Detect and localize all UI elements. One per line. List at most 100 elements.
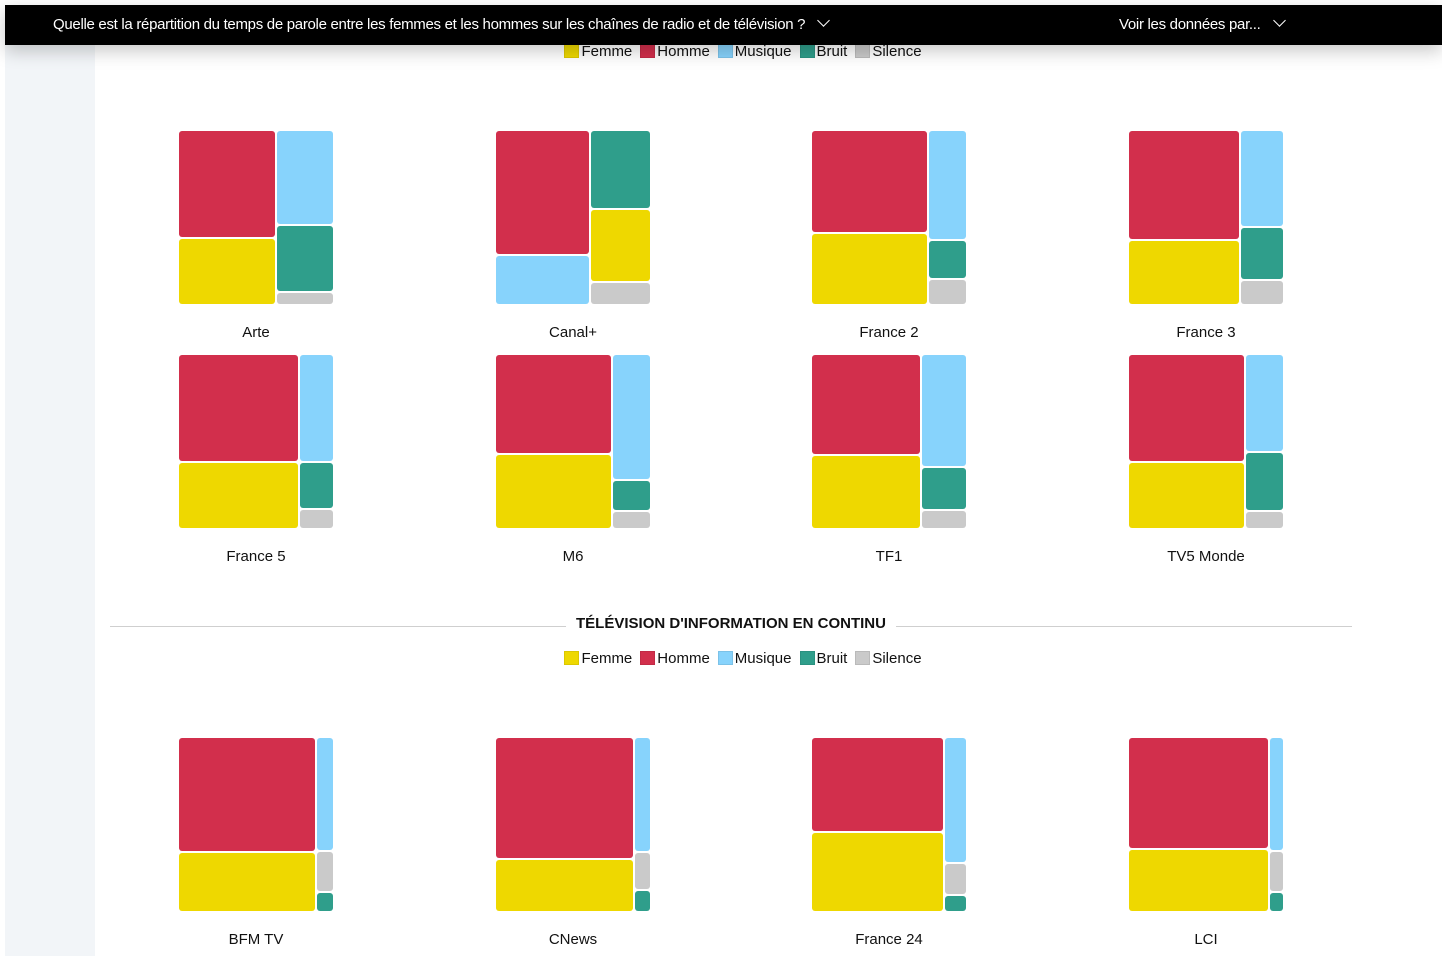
- treemap-cell-musique[interactable]: [612, 355, 650, 479]
- view-by-dropdown[interactable]: Voir les données par...: [1119, 14, 1286, 33]
- question-dropdown[interactable]: Quelle est la répartition du temps de pa…: [53, 14, 831, 33]
- treemap-cell-bruit[interactable]: [928, 240, 966, 278]
- section-header: TÉLÉVISION D'INFORMATION EN CONTINU: [110, 614, 1352, 636]
- treemap-cell-silence[interactable]: [612, 511, 650, 528]
- treemap-cell-silence[interactable]: [1270, 852, 1283, 891]
- treemap-cell-musique[interactable]: [277, 131, 333, 224]
- legend-item-musique[interactable]: Musique: [717, 43, 792, 60]
- treemap-cell-silence[interactable]: [634, 852, 650, 889]
- treemap-cell-femme[interactable]: [1129, 241, 1239, 304]
- treemap-cell-femme[interactable]: [812, 455, 921, 528]
- legend-label: Silence: [872, 43, 922, 60]
- treemap-cell-homme[interactable]: [1129, 355, 1244, 462]
- treemap-cell-femme[interactable]: [179, 239, 276, 304]
- legend-item-musique[interactable]: Musique: [717, 650, 792, 667]
- treemap-cell-silence[interactable]: [590, 283, 650, 304]
- treemap-m6: [496, 355, 650, 528]
- treemap-cell-musique[interactable]: [300, 355, 333, 461]
- legend-swatch: [564, 44, 580, 58]
- treemap-cell-bruit[interactable]: [300, 462, 333, 509]
- legend-item-bruit[interactable]: Bruit: [799, 650, 848, 667]
- treemap-cell-homme[interactable]: [812, 131, 927, 232]
- legend-top: Femme Homme Musique Bruit Silence: [0, 43, 1442, 60]
- legend-item-homme[interactable]: Homme: [640, 43, 710, 60]
- treemap-cell-homme[interactable]: [179, 355, 299, 461]
- chevron-down-icon: [1272, 14, 1286, 27]
- treemap-france-5: [179, 355, 333, 528]
- legend-item-bruit[interactable]: Bruit: [799, 43, 848, 60]
- channel-label: France 3: [1176, 324, 1236, 341]
- treemap-france-2: [812, 131, 966, 304]
- legend-swatch: [855, 44, 871, 58]
- treemap-cell-silence[interactable]: [300, 510, 333, 528]
- treemap-cell-bruit[interactable]: [944, 896, 966, 911]
- treemap-cell-musique[interactable]: [496, 255, 589, 304]
- treemap-cell-bruit[interactable]: [1270, 892, 1283, 911]
- treemap-cell-femme[interactable]: [496, 860, 633, 911]
- treemap-cell-silence[interactable]: [928, 279, 966, 304]
- legend-swatch: [640, 44, 656, 58]
- legend-label: Femme: [581, 43, 633, 60]
- treemap-cell-bruit[interactable]: [317, 893, 333, 911]
- channel-label: France 24: [855, 931, 923, 948]
- treemap-cell-homme[interactable]: [1129, 738, 1269, 849]
- treemap-cell-bruit[interactable]: [612, 480, 650, 510]
- treemap-cell-silence[interactable]: [277, 293, 333, 304]
- treemap-cell-homme[interactable]: [812, 355, 921, 454]
- channel-label: TF1: [875, 548, 903, 565]
- treemap-cell-silence[interactable]: [1240, 280, 1283, 304]
- treemap-cell-femme[interactable]: [179, 462, 299, 528]
- treemap-cell-musique[interactable]: [928, 131, 966, 239]
- treemap-cell-homme[interactable]: [812, 738, 943, 832]
- question-text: Quelle est la répartition du temps de pa…: [53, 16, 806, 33]
- treemap-cell-bruit[interactable]: [634, 890, 650, 911]
- legend-swatch: [717, 44, 733, 58]
- treemap-cell-femme[interactable]: [1129, 850, 1269, 911]
- legend-swatch: [564, 651, 580, 665]
- treemap-cell-bruit[interactable]: [1245, 452, 1283, 510]
- treemap-cell-femme[interactable]: [179, 853, 316, 911]
- treemap-arte: [179, 131, 333, 304]
- treemap-cell-homme[interactable]: [1129, 131, 1239, 240]
- channel-label: Arte: [242, 324, 270, 341]
- treemap-cell-homme[interactable]: [496, 738, 633, 858]
- treemap-cell-femme[interactable]: [812, 833, 943, 911]
- treemap-cell-femme[interactable]: [590, 210, 650, 282]
- treemap-cell-homme[interactable]: [179, 738, 316, 852]
- treemap-cell-musique[interactable]: [1245, 355, 1283, 451]
- legend-label: Femme: [581, 650, 633, 667]
- legend-label: Bruit: [816, 43, 848, 60]
- treemap-cell-silence[interactable]: [922, 511, 966, 528]
- channel-label: Canal+: [549, 324, 597, 341]
- treemap-cell-bruit[interactable]: [1240, 227, 1283, 279]
- view-by-text: Voir les données par...: [1119, 16, 1261, 33]
- treemap-cell-silence[interactable]: [1245, 511, 1283, 528]
- treemap-cell-silence[interactable]: [317, 852, 333, 892]
- channel-label: France 2: [859, 324, 919, 341]
- legend-item-silence[interactable]: Silence: [855, 650, 922, 667]
- legend-item-femme[interactable]: Femme: [564, 43, 632, 60]
- treemap-cell-femme[interactable]: [812, 233, 927, 304]
- treemap-cell-homme[interactable]: [179, 131, 276, 238]
- legend-item-femme[interactable]: Femme: [564, 650, 632, 667]
- treemap-cell-homme[interactable]: [496, 355, 611, 453]
- treemap-cell-musique[interactable]: [317, 738, 333, 851]
- treemap-cell-homme[interactable]: [496, 131, 589, 254]
- treemap-cell-silence[interactable]: [944, 863, 966, 895]
- legend-swatch: [799, 44, 815, 58]
- treemap-cell-musique[interactable]: [1240, 131, 1283, 226]
- treemap-cell-bruit[interactable]: [277, 225, 333, 292]
- treemap-cell-musique[interactable]: [944, 738, 966, 862]
- treemap-cell-femme[interactable]: [1129, 463, 1244, 528]
- legend-item-silence[interactable]: Silence: [855, 43, 922, 60]
- legend-item-homme[interactable]: Homme: [640, 650, 710, 667]
- treemap-cell-musique[interactable]: [922, 355, 966, 467]
- channel-label: M6: [562, 548, 584, 565]
- treemap-cell-bruit[interactable]: [922, 468, 966, 510]
- treemap-cell-femme[interactable]: [496, 454, 611, 528]
- treemap-cell-bruit[interactable]: [590, 131, 650, 209]
- legend-label: Bruit: [816, 650, 848, 667]
- legend-label: Homme: [657, 650, 710, 667]
- treemap-cell-musique[interactable]: [634, 738, 650, 851]
- treemap-cell-musique[interactable]: [1270, 738, 1283, 851]
